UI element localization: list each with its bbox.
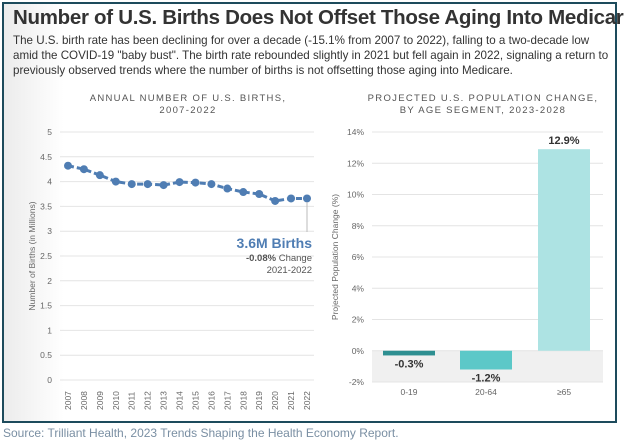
- x-tick-label: 2011: [127, 391, 137, 410]
- population-bar-chart: PROJECTED U.S. POPULATION CHANGE, BY AGE…: [330, 93, 603, 397]
- x-tick-label: 2020: [270, 391, 280, 410]
- births-line-chart: ANNUAL NUMBER OF U.S. BIRTHS, 2007-2022 …: [27, 93, 314, 410]
- data-point: [303, 194, 311, 203]
- bar-chart-title-2: BY AGE SEGMENT, 2023-2028: [400, 105, 566, 116]
- x-tick-label: 20-64: [475, 387, 497, 397]
- y-tick-label: 8%: [352, 221, 365, 231]
- data-point: [287, 194, 296, 203]
- y-tick-label: -2%: [349, 377, 365, 387]
- data-point: [159, 181, 168, 190]
- x-tick-label: 2021: [286, 391, 296, 410]
- y-tick-label: 2: [47, 276, 52, 286]
- data-point: [175, 178, 184, 187]
- bar-≥65: [538, 149, 590, 351]
- data-point: [255, 190, 264, 198]
- y-tick-label: 0.5: [40, 350, 52, 360]
- x-tick-label: 2012: [143, 391, 153, 410]
- bar-chart-title-1: PROJECTED U.S. POPULATION CHANGE,: [368, 93, 599, 104]
- data-label: -1.2%: [472, 373, 501, 385]
- y-tick-label: 5: [47, 127, 52, 137]
- bar-0-19: [383, 350, 435, 356]
- y-tick-label: 1.5: [40, 301, 52, 311]
- x-tick-label: 2013: [159, 391, 169, 410]
- annotation-headline: 3.6M Births: [237, 235, 313, 251]
- data-point: [223, 184, 232, 193]
- y-tick-label: 3.5: [40, 201, 52, 211]
- line-chart-title-1: ANNUAL NUMBER OF U.S. BIRTHS,: [90, 93, 287, 104]
- source-note: Source: Trilliant Health, 2023 Trends Sh…: [3, 426, 399, 440]
- x-tick-label: 2017: [222, 391, 232, 410]
- y-tick-label: 12%: [347, 158, 364, 168]
- y-tick-label: 3: [47, 226, 52, 236]
- y-tick-label: 14%: [347, 127, 364, 137]
- data-point: [111, 177, 120, 186]
- x-tick-label: ≥65: [557, 387, 571, 397]
- y-tick-label: 6%: [352, 252, 365, 262]
- line-chart-title-2: 2007-2022: [159, 105, 216, 116]
- page-title: Number of U.S. Births Does Not Offset Th…: [13, 6, 624, 29]
- x-tick-label: 2010: [111, 391, 121, 410]
- description: The U.S. birth rate has been declining f…: [13, 34, 609, 77]
- y-tick-label: 0: [47, 375, 52, 385]
- y-tick-label: 4.5: [40, 152, 52, 162]
- data-label: 12.9%: [548, 135, 579, 147]
- annotation-period: 2021-2022: [267, 265, 312, 276]
- x-tick-label: 2018: [238, 391, 248, 410]
- x-tick-label: 2009: [95, 391, 105, 410]
- bar-20-64: [460, 350, 512, 370]
- data-point: [95, 171, 104, 180]
- y-tick-label: 4%: [352, 283, 365, 293]
- data-point: [143, 180, 152, 189]
- data-point: [191, 178, 200, 187]
- y-tick-label: 10%: [347, 190, 364, 200]
- data-label: -0.3%: [395, 358, 424, 370]
- annotation-change: -0.08% Change: [246, 253, 312, 264]
- x-tick-label: 2007: [63, 391, 73, 410]
- bar-chart-ylabel: Projected Population Change (%): [330, 194, 340, 320]
- annotation-change-value: -0.08%: [246, 253, 277, 264]
- data-point: [239, 188, 248, 197]
- line-chart-ylabel: Number of Births (in Millions): [27, 201, 37, 310]
- y-tick-label: 4: [47, 177, 52, 187]
- x-tick-label: 2019: [254, 391, 264, 410]
- data-point: [64, 161, 72, 170]
- x-tick-label: 2014: [175, 391, 185, 410]
- x-tick-label: 2022: [302, 391, 312, 410]
- data-point: [271, 196, 280, 205]
- x-tick-label: 2016: [206, 391, 216, 410]
- x-tick-label: 2008: [79, 391, 89, 410]
- y-tick-label: 2.5: [40, 251, 52, 261]
- y-tick-label: 1: [47, 325, 52, 335]
- data-point: [207, 180, 216, 189]
- annotation-change-suffix: Change: [276, 253, 312, 264]
- y-tick-label: 2%: [352, 315, 365, 325]
- data-point: [127, 180, 136, 189]
- x-tick-label: 0-19: [400, 387, 417, 397]
- data-point: [79, 165, 88, 174]
- y-tick-label: 0%: [352, 346, 365, 356]
- births-line: [67, 164, 307, 203]
- x-tick-label: 2015: [190, 391, 200, 410]
